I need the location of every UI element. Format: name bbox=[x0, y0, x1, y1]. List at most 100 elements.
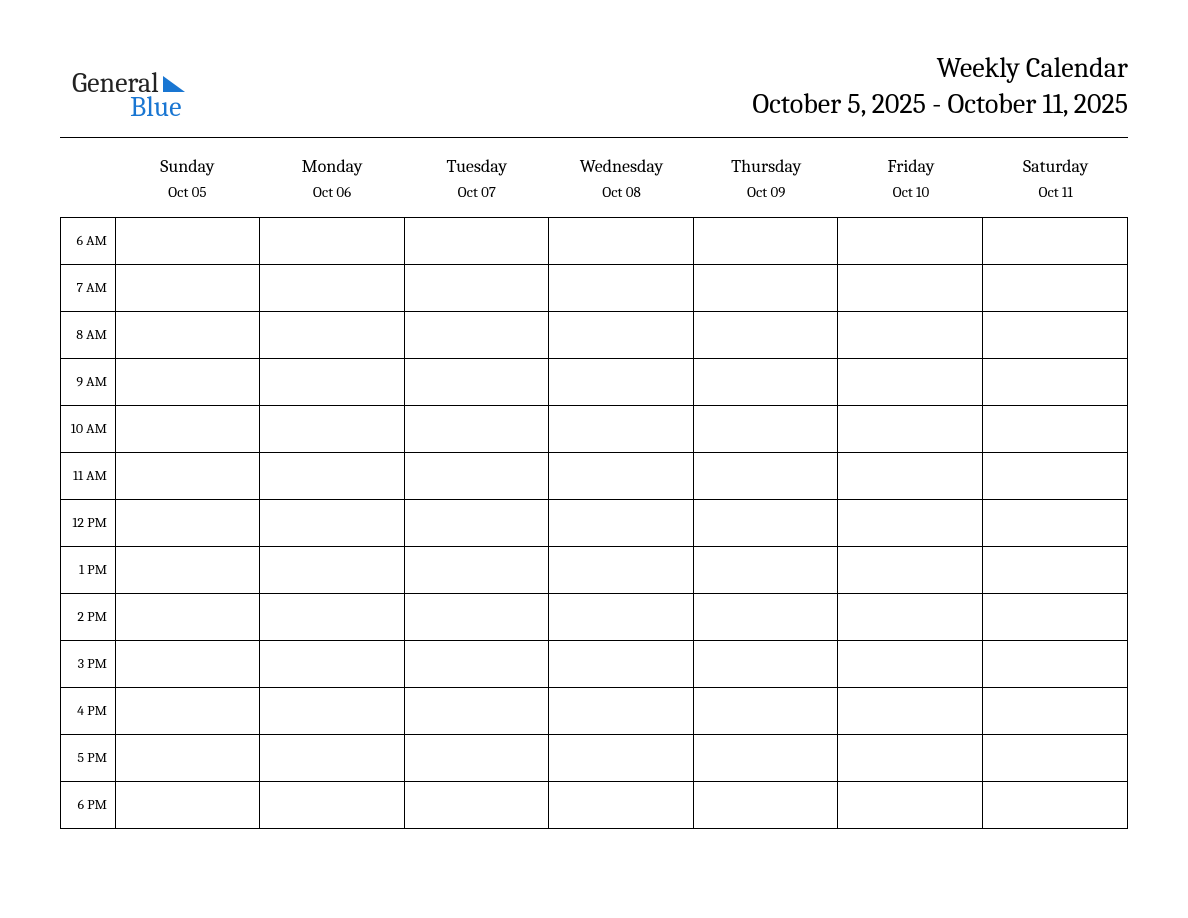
calendar-cell[interactable] bbox=[549, 688, 693, 734]
calendar-cell[interactable] bbox=[983, 594, 1127, 640]
calendar-cell[interactable] bbox=[405, 688, 549, 734]
calendar-cell[interactable] bbox=[838, 359, 982, 405]
calendar-cell[interactable] bbox=[405, 359, 549, 405]
calendar-cell[interactable] bbox=[983, 218, 1127, 264]
calendar-cell[interactable] bbox=[116, 359, 260, 405]
calendar-cell[interactable] bbox=[260, 641, 404, 687]
calendar-cell[interactable] bbox=[983, 359, 1127, 405]
calendar-cell[interactable] bbox=[260, 312, 404, 358]
calendar-cell[interactable] bbox=[694, 218, 838, 264]
calendar-cell[interactable] bbox=[549, 594, 693, 640]
calendar-cell[interactable] bbox=[116, 406, 260, 452]
calendar-cell[interactable] bbox=[405, 735, 549, 781]
calendar-cell[interactable] bbox=[983, 500, 1127, 546]
calendar-cell[interactable] bbox=[260, 594, 404, 640]
calendar-cell[interactable] bbox=[983, 782, 1127, 828]
calendar-cell[interactable] bbox=[260, 406, 404, 452]
calendar-cell[interactable] bbox=[405, 594, 549, 640]
calendar-cell[interactable] bbox=[549, 453, 693, 499]
day-name: Friday bbox=[839, 156, 984, 177]
calendar-cell[interactable] bbox=[549, 218, 693, 264]
calendar-cell[interactable] bbox=[694, 547, 838, 593]
day-name: Tuesday bbox=[404, 156, 549, 177]
calendar-cell[interactable] bbox=[549, 359, 693, 405]
calendar-cell[interactable] bbox=[838, 782, 982, 828]
calendar-cell[interactable] bbox=[405, 312, 549, 358]
day-name: Sunday bbox=[115, 156, 260, 177]
calendar-cell[interactable] bbox=[838, 406, 982, 452]
calendar-cell[interactable] bbox=[405, 265, 549, 311]
calendar-cell[interactable] bbox=[838, 547, 982, 593]
calendar-cell[interactable] bbox=[116, 735, 260, 781]
calendar-cell[interactable] bbox=[983, 641, 1127, 687]
calendar-cell[interactable] bbox=[694, 688, 838, 734]
calendar-cell[interactable] bbox=[405, 406, 549, 452]
calendar-cell[interactable] bbox=[983, 547, 1127, 593]
calendar-cell[interactable] bbox=[116, 265, 260, 311]
calendar-cell[interactable] bbox=[549, 641, 693, 687]
day-header: SundayOct 05 bbox=[115, 156, 260, 201]
calendar-cell[interactable] bbox=[405, 500, 549, 546]
calendar-cell[interactable] bbox=[694, 735, 838, 781]
calendar-cell[interactable] bbox=[116, 218, 260, 264]
day-date: Oct 10 bbox=[839, 183, 984, 201]
calendar-cell[interactable] bbox=[260, 453, 404, 499]
calendar-cell[interactable] bbox=[260, 500, 404, 546]
calendar-cell[interactable] bbox=[260, 782, 404, 828]
calendar-cell[interactable] bbox=[405, 547, 549, 593]
calendar-cell[interactable] bbox=[405, 782, 549, 828]
calendar-cell[interactable] bbox=[260, 265, 404, 311]
calendar-cell[interactable] bbox=[549, 547, 693, 593]
calendar-cell[interactable] bbox=[116, 594, 260, 640]
calendar-cell[interactable] bbox=[116, 782, 260, 828]
calendar-cell[interactable] bbox=[694, 406, 838, 452]
time-row: 12 PM bbox=[61, 500, 1127, 547]
calendar-cell[interactable] bbox=[838, 218, 982, 264]
calendar-cell[interactable] bbox=[405, 218, 549, 264]
calendar-cell[interactable] bbox=[549, 500, 693, 546]
calendar-cell[interactable] bbox=[838, 500, 982, 546]
calendar-cell[interactable] bbox=[260, 688, 404, 734]
calendar-cell[interactable] bbox=[983, 265, 1127, 311]
calendar-cell[interactable] bbox=[116, 688, 260, 734]
calendar-cell[interactable] bbox=[983, 688, 1127, 734]
calendar-cell[interactable] bbox=[116, 641, 260, 687]
calendar-cell[interactable] bbox=[694, 594, 838, 640]
time-label: 7 AM bbox=[61, 265, 116, 311]
calendar-cell[interactable] bbox=[694, 453, 838, 499]
calendar-cell[interactable] bbox=[694, 312, 838, 358]
calendar-cell[interactable] bbox=[838, 453, 982, 499]
calendar-cell[interactable] bbox=[694, 500, 838, 546]
calendar-cell[interactable] bbox=[260, 359, 404, 405]
calendar-cell[interactable] bbox=[983, 453, 1127, 499]
calendar-cell[interactable] bbox=[260, 547, 404, 593]
calendar-cell[interactable] bbox=[838, 735, 982, 781]
calendar-cell[interactable] bbox=[838, 312, 982, 358]
calendar-cell[interactable] bbox=[983, 735, 1127, 781]
calendar-cell[interactable] bbox=[549, 782, 693, 828]
calendar-cell[interactable] bbox=[549, 265, 693, 311]
calendar-cell[interactable] bbox=[549, 406, 693, 452]
calendar-cell[interactable] bbox=[983, 312, 1127, 358]
calendar-cell[interactable] bbox=[694, 641, 838, 687]
calendar-cell[interactable] bbox=[838, 594, 982, 640]
calendar-cell[interactable] bbox=[838, 688, 982, 734]
calendar-cell[interactable] bbox=[838, 641, 982, 687]
calendar-cell[interactable] bbox=[405, 453, 549, 499]
calendar-cell[interactable] bbox=[260, 218, 404, 264]
calendar-cell[interactable] bbox=[116, 500, 260, 546]
calendar-cell[interactable] bbox=[116, 453, 260, 499]
calendar-cell[interactable] bbox=[549, 312, 693, 358]
calendar-cell[interactable] bbox=[549, 735, 693, 781]
calendar-cell[interactable] bbox=[116, 547, 260, 593]
calendar-cell[interactable] bbox=[260, 735, 404, 781]
calendar-cell[interactable] bbox=[838, 265, 982, 311]
day-date: Oct 08 bbox=[549, 183, 694, 201]
calendar-cell[interactable] bbox=[405, 641, 549, 687]
calendar-cell[interactable] bbox=[116, 312, 260, 358]
calendar-cell[interactable] bbox=[694, 359, 838, 405]
calendar-cell[interactable] bbox=[694, 265, 838, 311]
page-title: Weekly Calendar bbox=[752, 50, 1128, 86]
calendar-cell[interactable] bbox=[983, 406, 1127, 452]
calendar-cell[interactable] bbox=[694, 782, 838, 828]
